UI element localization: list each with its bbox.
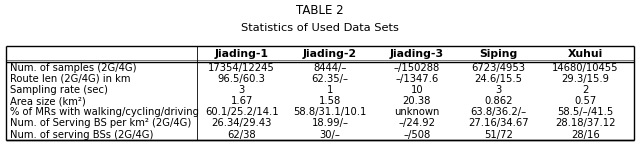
Text: 10: 10 <box>410 85 423 95</box>
Text: 28.18/37.12: 28.18/37.12 <box>555 118 616 128</box>
Text: Sampling rate (sec): Sampling rate (sec) <box>10 85 108 95</box>
Text: 20.38: 20.38 <box>403 96 431 106</box>
Text: Jiading-1: Jiading-1 <box>214 49 269 59</box>
Text: –/508: –/508 <box>403 130 430 140</box>
Text: Route len (2G/4G) in km: Route len (2G/4G) in km <box>10 74 131 84</box>
Text: 58.5/–/41.5: 58.5/–/41.5 <box>557 107 613 117</box>
Text: 17354/12245: 17354/12245 <box>208 63 275 73</box>
Text: 28/16: 28/16 <box>571 130 600 140</box>
Text: Area size (km²): Area size (km²) <box>10 96 86 106</box>
Text: 62.35/–: 62.35/– <box>312 74 349 84</box>
Text: Num. of serving BSs (2G/4G): Num. of serving BSs (2G/4G) <box>10 130 154 140</box>
Text: –/1347.6: –/1347.6 <box>395 74 438 84</box>
Text: 58.8/31.1/10.1: 58.8/31.1/10.1 <box>293 107 367 117</box>
Text: 1.67: 1.67 <box>230 96 253 106</box>
Text: 26.34/29.43: 26.34/29.43 <box>211 118 272 128</box>
Text: Xuhui: Xuhui <box>568 49 603 59</box>
Text: % of MRs with walking/cycling/driving: % of MRs with walking/cycling/driving <box>10 107 199 117</box>
Text: 3: 3 <box>239 85 244 95</box>
Text: 3: 3 <box>495 85 502 95</box>
Text: 29.3/15.9: 29.3/15.9 <box>561 74 609 84</box>
Text: 24.6/15.5: 24.6/15.5 <box>474 74 522 84</box>
Text: 96.5/60.3: 96.5/60.3 <box>218 74 266 84</box>
Text: 62/38: 62/38 <box>227 130 256 140</box>
Text: Siping: Siping <box>479 49 518 59</box>
Text: 60.1/25.2/14.1: 60.1/25.2/14.1 <box>205 107 278 117</box>
Text: Num. of Serving BS per km² (2G/4G): Num. of Serving BS per km² (2G/4G) <box>10 118 191 128</box>
Text: 1.58: 1.58 <box>319 96 341 106</box>
Text: 14680/10455: 14680/10455 <box>552 63 618 73</box>
Text: 0.57: 0.57 <box>574 96 596 106</box>
Text: 8444/–: 8444/– <box>314 63 347 73</box>
Text: Jiading-3: Jiading-3 <box>390 49 444 59</box>
Text: 27.16/34.67: 27.16/34.67 <box>468 118 529 128</box>
Text: 63.8/36.2/–: 63.8/36.2/– <box>470 107 527 117</box>
Text: 0.862: 0.862 <box>484 96 513 106</box>
Text: 18.99/–: 18.99/– <box>312 118 349 128</box>
Text: 6723/4953: 6723/4953 <box>472 63 525 73</box>
Text: Num. of samples (2G/4G): Num. of samples (2G/4G) <box>10 63 137 73</box>
Text: unknown: unknown <box>394 107 440 117</box>
Text: –/150288: –/150288 <box>394 63 440 73</box>
Text: Statistics of Used Data Sets: Statistics of Used Data Sets <box>241 23 399 33</box>
Text: –/24.92: –/24.92 <box>398 118 435 128</box>
Text: Jiading-2: Jiading-2 <box>303 49 357 59</box>
Text: TABLE 2: TABLE 2 <box>296 4 344 17</box>
Text: 2: 2 <box>582 85 588 95</box>
Text: 30/–: 30/– <box>319 130 340 140</box>
Text: 1: 1 <box>327 85 333 95</box>
Text: 51/72: 51/72 <box>484 130 513 140</box>
